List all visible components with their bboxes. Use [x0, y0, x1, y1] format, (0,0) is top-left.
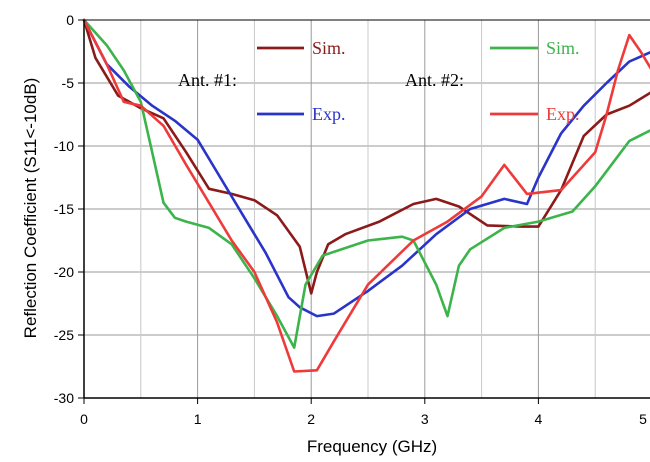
x-tick-label: 1: [194, 411, 202, 427]
series-line: [82, 18, 650, 349]
x-tick-label: 2: [307, 411, 315, 427]
x-axis-title: Frequency (GHz): [307, 437, 437, 456]
x-tick-label: 0: [80, 411, 88, 427]
y-axis-title: Reflection Coefficient (S11<-10dB): [21, 78, 40, 339]
y-tick-label: -5: [62, 75, 75, 91]
legend-group-label: Ant. #2:: [405, 70, 464, 90]
y-tick-label: -15: [54, 201, 74, 217]
y-tick-label: 0: [66, 12, 74, 28]
series-line: [82, 18, 650, 373]
grid: [84, 20, 650, 398]
legend-entry-label: Sim.: [546, 38, 580, 58]
series-line: [82, 18, 650, 295]
y-tick-label: -10: [54, 138, 74, 154]
legend-group-label: Ant. #1:: [178, 70, 237, 90]
legend-entry-label: Exp.: [312, 104, 346, 124]
legend-entry-label: Sim.: [312, 38, 346, 58]
x-tick-label: 5: [639, 411, 647, 427]
y-tick-label: -25: [54, 327, 74, 343]
series-layer: [82, 18, 650, 373]
y-tick-label: -30: [54, 390, 74, 406]
tick-labels: 0 1 2 3 4 5 0 -5 -10 -15 -20 -25 -30: [54, 12, 647, 427]
series-line: [82, 18, 650, 318]
legend: Ant. #1: Sim. Exp. Ant. #2: Sim. Exp.: [178, 38, 580, 124]
x-tick-label: 4: [535, 411, 543, 427]
x-tick-label: 3: [421, 411, 429, 427]
y-tick-label: -20: [54, 264, 74, 280]
legend-entry-label: Exp.: [546, 104, 580, 124]
